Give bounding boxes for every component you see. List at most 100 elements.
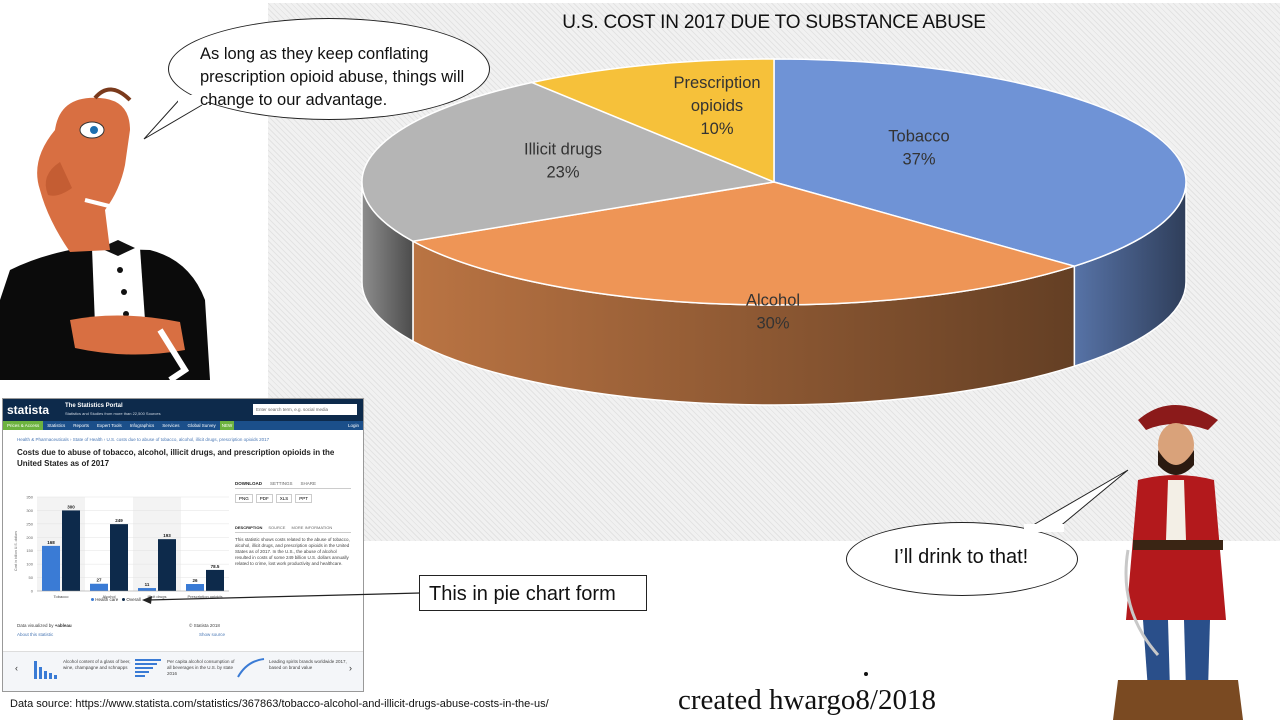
bar-y-tick-label: 150 — [26, 548, 33, 553]
show-source-link[interactable]: Show source — [199, 632, 226, 637]
download-tabs: DOWNLOAD SETTINGS SHARE — [235, 481, 351, 489]
bar-y-tick-label: 250 — [26, 521, 33, 526]
statista-description-text: This statistic shows costs related to th… — [235, 537, 350, 566]
tab-more-information[interactable]: MORE INFORMATION — [291, 525, 333, 530]
download-ppt-button[interactable]: PPT — [295, 494, 313, 503]
bar-data-label: 11 — [145, 582, 150, 587]
bar-illicit-drugs-overall[interactable] — [158, 539, 176, 591]
statista-search-input[interactable]: Enter search term, e.g. social media — [253, 404, 357, 415]
bar-alcohol-health-care[interactable] — [90, 583, 108, 591]
credit-text: created hwargo8/2018 — [678, 684, 936, 716]
camel-character-illustration — [0, 87, 210, 380]
carousel-prev-icon[interactable]: ‹ — [15, 663, 18, 673]
camel-speech-bubble-tail — [143, 95, 208, 140]
carousel-next-icon[interactable]: › — [349, 663, 352, 673]
tab-share[interactable]: SHARE — [300, 481, 317, 486]
description-tabs: DESCRIPTION SOURCE MORE INFORMATION — [235, 525, 351, 533]
camel-speech-text: As long as they keep conflating prescrip… — [200, 45, 465, 109]
pie-slice-prescription-opioids — [529, 58, 775, 184]
related-stat-1[interactable]: Alcohol content of a glass of beer, wine… — [63, 659, 131, 670]
pie-label-illicit-drugs: Illicit drugs — [524, 141, 602, 159]
related-line-thumbnail-icon — [237, 658, 265, 678]
download-pdf-button[interactable]: PDF — [255, 494, 273, 503]
bar-category-label: Prescription opioids — [188, 594, 223, 599]
statista-portal-title: The Statistics Portal — [65, 403, 123, 409]
camel-speech-bubble — [168, 18, 490, 120]
related-hbar-thumbnail-icon — [135, 659, 161, 677]
statista-screenshot: statista The Statistics Portal Statistic… — [2, 398, 364, 692]
bar-data-label: 168 — [47, 540, 55, 545]
legend-health-care-swatch — [91, 598, 94, 601]
bar-data-label: 193 — [163, 533, 171, 538]
bar-data-label: 300 — [67, 504, 75, 509]
pie-pct-label-prescription-opioids: 10% — [700, 120, 733, 138]
data-visualized-label: Data visualized by — [17, 623, 54, 628]
pie-label-alcohol: Alcohol — [746, 292, 800, 310]
bar-data-label: 27 — [96, 578, 102, 583]
bar-category-label: Illicit drugs — [148, 594, 167, 599]
statista-breadcrumb[interactable]: Health & Pharmaceuticals › State of Heal… — [17, 437, 270, 442]
bar-category-label: Alcohol — [102, 594, 115, 599]
bar-y-tick-label: 350 — [26, 495, 33, 500]
pie-label-prescription-opioids: opioids — [691, 97, 743, 115]
statista-nav-services[interactable]: Services — [162, 423, 180, 428]
statista-sidebar: DOWNLOAD SETTINGS SHARE PNG PDF XLS PPT … — [235, 481, 351, 567]
bar-prescription-opioids-health-care[interactable] — [186, 584, 204, 591]
decorative-dot — [864, 672, 868, 676]
related-statistics-strip — [3, 651, 363, 691]
statista-nav-login[interactable]: Login — [347, 423, 359, 428]
tab-download[interactable]: DOWNLOAD — [235, 481, 262, 486]
pie-pct-label-tobacco: 37% — [902, 151, 935, 169]
related-stat-3[interactable]: Leading spirits brands worldwide 2017, b… — [269, 659, 347, 670]
statista-nav-statistics[interactable]: Statistics — [47, 423, 66, 428]
statista-nav-global-survey[interactable]: Global Survey — [187, 423, 216, 428]
bar-y-tick-label: 0 — [31, 589, 34, 594]
pie-pct-label-illicit-drugs: 23% — [546, 164, 579, 182]
pie-chart: Tobacco 37% Alcohol 30% Illicit drugs 23% Pres… — [361, 58, 1187, 406]
download-formats: PNG PDF XLS PPT — [235, 494, 351, 503]
bar-prescription-opioids-overall[interactable] — [206, 569, 224, 591]
bar-illicit-drugs-health-care[interactable] — [138, 588, 156, 591]
tab-description[interactable]: DESCRIPTION — [235, 525, 263, 530]
pirate-speech-bubble — [846, 522, 1078, 596]
statista-nav-expert-tools[interactable]: Expert Tools — [97, 423, 122, 428]
pie-pct-label-alcohol: 30% — [756, 315, 789, 333]
bar-tobacco-health-care[interactable] — [42, 545, 60, 591]
tab-source[interactable]: SOURCE — [268, 525, 286, 530]
statista-nav-reports[interactable]: Reports — [73, 423, 90, 428]
bar-y-tick-label: 300 — [26, 508, 33, 513]
related-stat-2[interactable]: Per capita alcohol consumption of all be… — [167, 659, 235, 676]
bar-data-label: 249 — [115, 518, 123, 523]
caption-box: This in pie chart form — [419, 575, 647, 611]
bar-data-label: 26 — [192, 578, 198, 583]
tab-settings[interactable]: SETTINGS — [270, 481, 293, 486]
bar-category-label: Tobacco — [54, 594, 70, 599]
data-visualized-by: Data visualized by +ableau — [17, 623, 72, 628]
pie-slice-illicit-drugs — [361, 81, 777, 243]
bar-alcohol-overall[interactable] — [110, 524, 128, 591]
legend-overall: Overall — [126, 597, 141, 602]
statista-nav-new-badge: NEW — [219, 421, 235, 430]
pie-slice-alcohol — [410, 181, 1077, 306]
pirate-character-illustration — [1113, 405, 1243, 720]
bar-tobacco-overall[interactable] — [62, 510, 80, 591]
pirate-speech-text: I’ll drink to that! — [893, 546, 1029, 568]
related-bar-thumbnail-icon — [34, 661, 57, 679]
statista-nav-prices[interactable]: Prices & Access — [3, 421, 44, 430]
statista-nav-infographics[interactable]: Infographics — [129, 423, 155, 428]
pie-slice-tobacco — [773, 58, 1187, 267]
chart-title: U.S. COST IN 2017 DUE TO SUBSTANCE ABUSE — [562, 12, 986, 33]
statista-bar-chart: 350 300 250 200 150 100 50 0 Cost in billion U.S… — [14, 495, 229, 599]
bar-y-tick-label: 200 — [26, 535, 33, 540]
about-statistic-link[interactable]: About this statistic — [17, 632, 54, 637]
pirate-speech-bubble-tail — [1024, 469, 1129, 532]
download-xls-button[interactable]: XLS — [275, 494, 293, 503]
download-png-button[interactable]: PNG — [235, 494, 253, 503]
bar-y-tick-label: 100 — [26, 562, 33, 567]
data-source-text: Data source: https://www.statista.com/st… — [10, 698, 549, 710]
statista-copyright: © Statista 2018 — [189, 623, 220, 628]
bar-y-axis-label: Cost in billion U.S. dollars — [14, 531, 18, 571]
statista-nav: Prices & Access Statistics Reports Exper… — [3, 421, 363, 430]
tableau-logo: +ableau — [54, 623, 72, 628]
pie-label-prescription-opioids: Prescription — [673, 74, 760, 92]
